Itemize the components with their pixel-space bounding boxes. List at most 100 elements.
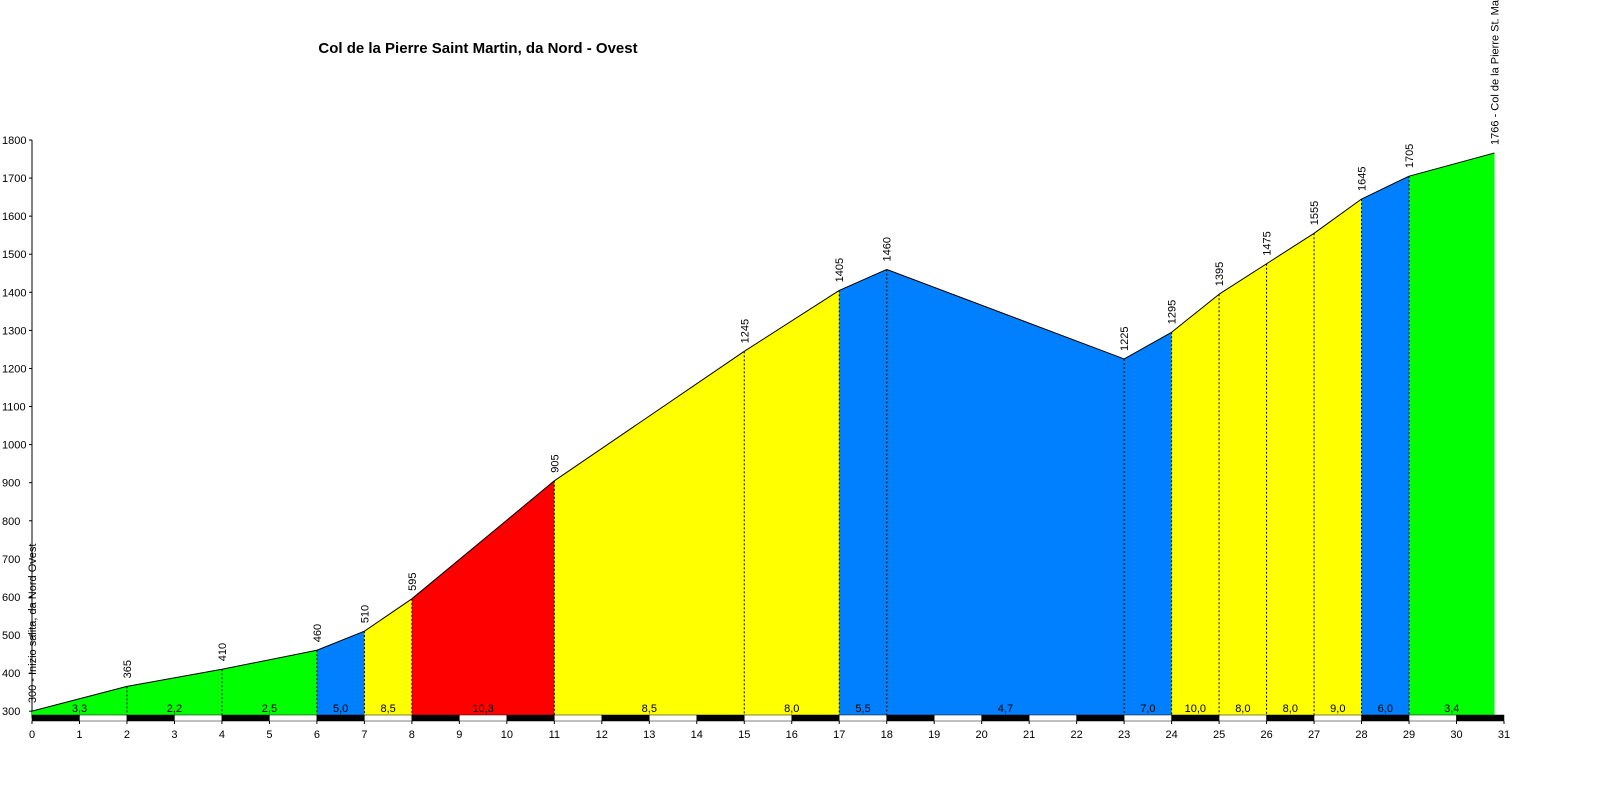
y-tick-label: 1300 bbox=[2, 325, 26, 337]
elevation-label: 905 bbox=[549, 454, 561, 472]
gradient-label: 5,5 bbox=[855, 703, 870, 715]
gradient-label: 6,0 bbox=[1378, 703, 1393, 715]
y-tick-label: 500 bbox=[2, 630, 20, 642]
y-tick-label: 1400 bbox=[2, 287, 26, 299]
x-tick-label: 20 bbox=[976, 729, 988, 741]
profile-line bbox=[839, 269, 887, 291]
gradient-label: 5,0 bbox=[333, 703, 348, 715]
x-tick-label: 13 bbox=[643, 729, 655, 741]
profile-segment bbox=[32, 686, 127, 718]
elevation-label: 1395 bbox=[1214, 262, 1226, 286]
x-tick-label: 22 bbox=[1071, 729, 1083, 741]
elevation-label: 595 bbox=[407, 572, 419, 590]
y-tick-label: 800 bbox=[2, 516, 20, 528]
km-strip bbox=[838, 714, 887, 722]
x-tick-label: 25 bbox=[1213, 729, 1225, 741]
x-tick-label: 1 bbox=[76, 729, 82, 741]
x-tick-label: 5 bbox=[266, 729, 272, 741]
x-tick-label: 19 bbox=[928, 729, 940, 741]
km-strip bbox=[364, 714, 413, 722]
x-tick-label: 29 bbox=[1403, 729, 1415, 741]
km-strip bbox=[649, 714, 698, 722]
profile-line bbox=[1266, 232, 1315, 265]
x-tick-label: 10 bbox=[501, 729, 513, 741]
gradient-label: 2,5 bbox=[262, 703, 277, 715]
profile-line bbox=[554, 350, 745, 482]
profile-segment bbox=[1171, 294, 1220, 718]
profile-line bbox=[1123, 331, 1172, 360]
km-strip bbox=[1028, 714, 1077, 722]
profile-line bbox=[126, 668, 223, 687]
y-tick-label: 600 bbox=[2, 592, 20, 604]
profile-segment bbox=[316, 631, 365, 718]
km-strip bbox=[459, 714, 508, 722]
profile-segment bbox=[221, 650, 317, 718]
x-tick-label: 3 bbox=[171, 729, 177, 741]
y-tick-label: 1500 bbox=[2, 249, 26, 261]
km-strip bbox=[696, 714, 745, 722]
profile-line bbox=[743, 289, 840, 352]
y-tick-label: 1600 bbox=[2, 211, 26, 223]
profile-line bbox=[316, 630, 365, 651]
x-tick-label: 28 bbox=[1355, 729, 1367, 741]
gradient-label: 8,5 bbox=[642, 703, 657, 715]
km-strip bbox=[79, 714, 128, 722]
gradient-label: 3,4 bbox=[1444, 703, 1459, 715]
profile-line bbox=[364, 598, 413, 632]
km-strip bbox=[1266, 714, 1315, 722]
km-strip bbox=[1123, 714, 1172, 722]
y-tick-label: 700 bbox=[2, 554, 20, 566]
profile-segment bbox=[1219, 263, 1267, 718]
profile-segment bbox=[126, 669, 222, 718]
elevation-label: 1555 bbox=[1309, 201, 1321, 225]
x-tick-label: 24 bbox=[1165, 729, 1177, 741]
km-strip bbox=[411, 714, 460, 722]
km-strip bbox=[316, 714, 365, 722]
elevation-label: 1645 bbox=[1357, 167, 1369, 191]
profile-segment bbox=[1409, 152, 1495, 718]
profile-segment bbox=[1124, 332, 1172, 718]
km-strip bbox=[126, 714, 175, 722]
gradient-label: 10,3 bbox=[472, 703, 493, 715]
x-tick-label: 16 bbox=[786, 729, 798, 741]
x-tick-label: 30 bbox=[1450, 729, 1462, 741]
elevation-label: 365 bbox=[122, 660, 134, 678]
profile-segment bbox=[554, 351, 745, 718]
km-strip bbox=[1361, 714, 1410, 722]
y-tick-label: 400 bbox=[2, 668, 20, 680]
km-strip bbox=[31, 714, 80, 722]
x-tick-label: 12 bbox=[596, 729, 608, 741]
elevation-label: 460 bbox=[312, 624, 324, 642]
x-tick-label: 21 bbox=[1023, 729, 1035, 741]
y-tick-label: 900 bbox=[2, 478, 20, 490]
y-tick-label: 1700 bbox=[2, 173, 26, 185]
x-tick-label: 4 bbox=[219, 729, 225, 741]
gradient-label: 4,7 bbox=[998, 703, 1013, 715]
elevation-label: 1766 - Col de la Pierre St. Martin bbox=[1490, 0, 1502, 145]
profile-line bbox=[411, 480, 555, 600]
km-strip bbox=[1313, 714, 1362, 722]
profile-segment bbox=[744, 290, 840, 718]
y-tick-label: 1800 bbox=[2, 135, 26, 147]
elevation-label: 510 bbox=[359, 605, 371, 623]
x-tick-label: 11 bbox=[549, 729, 560, 741]
x-tick-label: 23 bbox=[1118, 729, 1130, 741]
elevation-label: 1705 bbox=[1404, 144, 1416, 168]
gradient-label: 3,3 bbox=[72, 703, 87, 715]
x-tick-label: 27 bbox=[1308, 729, 1320, 741]
km-strip bbox=[744, 714, 792, 722]
profile-line bbox=[221, 649, 318, 670]
x-tick-label: 15 bbox=[738, 729, 750, 741]
gradient-label: 8,0 bbox=[784, 703, 799, 715]
gradient-label: 2,2 bbox=[167, 703, 182, 715]
elevation-label: 1245 bbox=[739, 319, 751, 343]
profile-segment bbox=[1361, 176, 1410, 718]
km-strip bbox=[506, 714, 555, 722]
km-strip bbox=[933, 714, 982, 722]
gradient-label: 8,5 bbox=[380, 703, 395, 715]
x-tick-label: 17 bbox=[833, 729, 845, 741]
y-tick-label: 1200 bbox=[2, 363, 26, 375]
x-tick-label: 26 bbox=[1260, 729, 1272, 741]
gradient-label: 7,0 bbox=[1140, 703, 1155, 715]
